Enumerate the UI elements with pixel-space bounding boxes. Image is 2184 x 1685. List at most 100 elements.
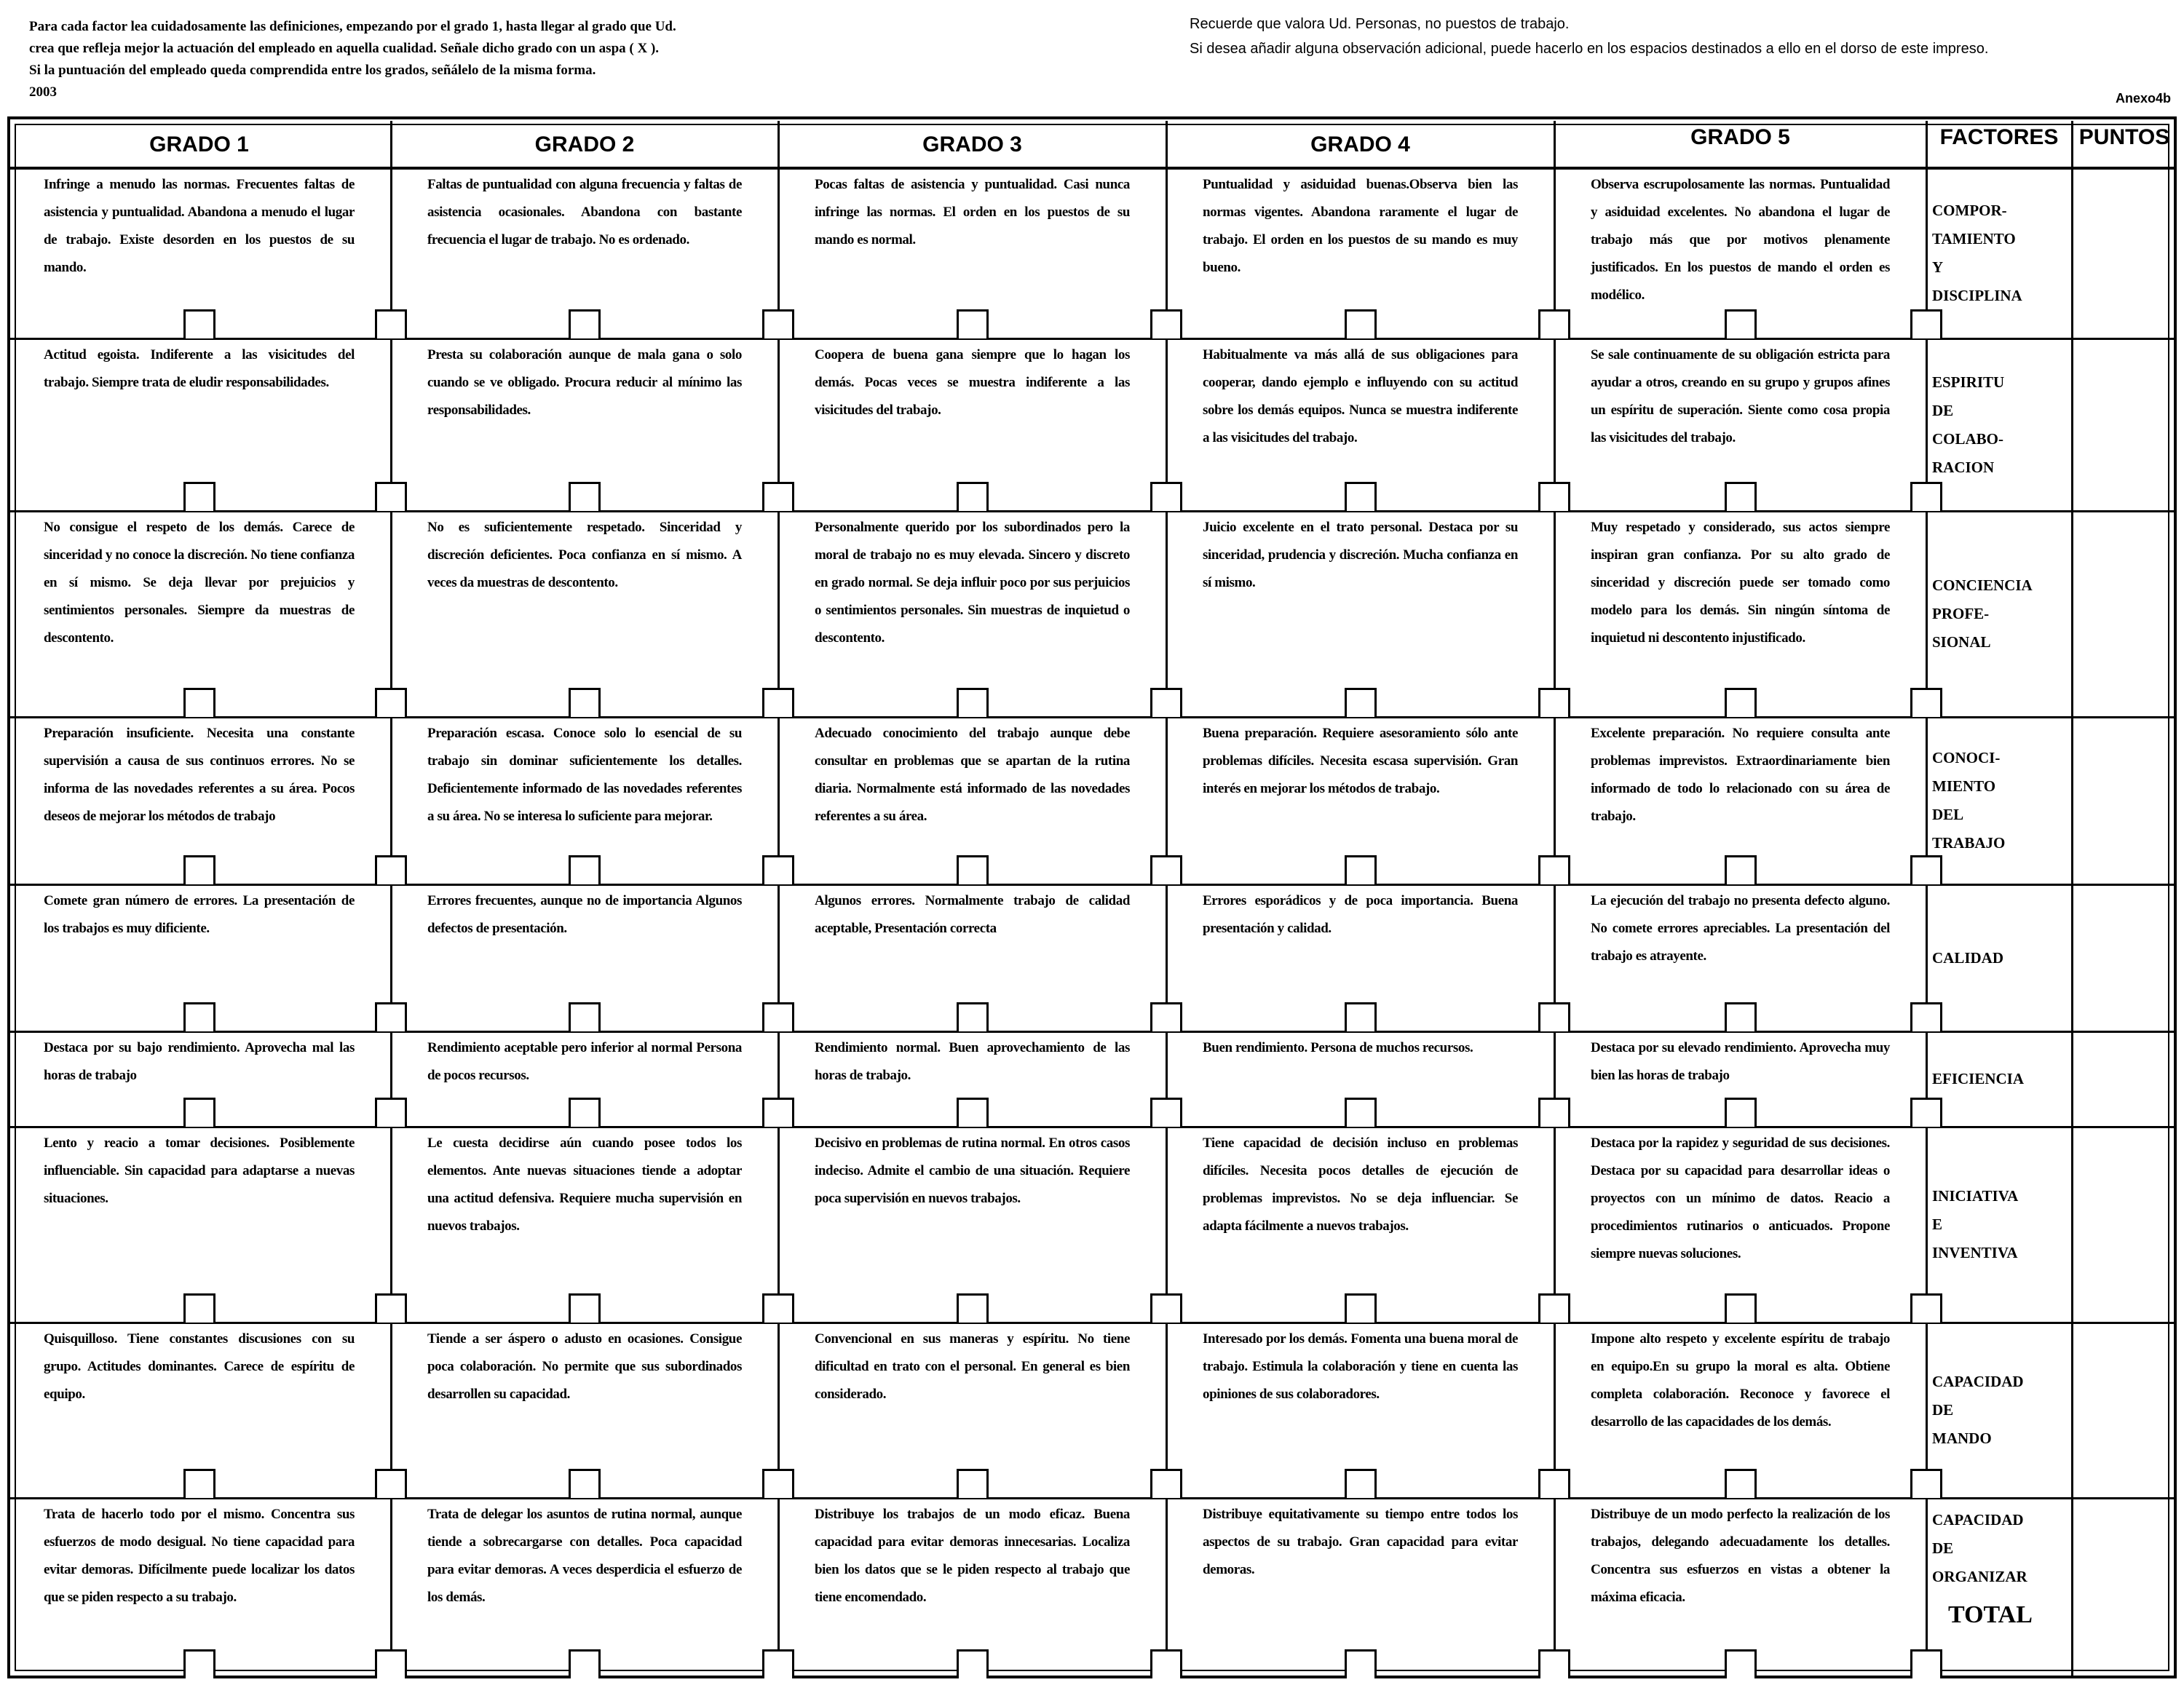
grade-checkbox[interactable] <box>1724 1002 1757 1031</box>
between-grade-checkbox[interactable] <box>1910 855 1942 884</box>
between-grade-checkbox[interactable] <box>375 1098 407 1127</box>
grade-checkbox[interactable] <box>183 1293 215 1323</box>
grade-checkbox[interactable] <box>1344 1098 1377 1127</box>
between-grade-checkbox[interactable] <box>375 1469 407 1498</box>
grade-checkbox[interactable] <box>956 1293 989 1323</box>
grade-checkbox[interactable] <box>569 1293 601 1323</box>
between-grade-checkbox[interactable] <box>1538 309 1570 338</box>
grade-checkbox[interactable] <box>956 1002 989 1031</box>
grade-checkbox[interactable] <box>1344 309 1377 338</box>
grade-checkbox[interactable] <box>183 855 215 884</box>
grade-checkbox[interactable] <box>1344 1293 1377 1323</box>
grade-checkbox[interactable] <box>569 309 601 338</box>
between-grade-checkbox[interactable] <box>762 855 794 884</box>
points-cell[interactable] <box>2072 1498 2177 1678</box>
between-grade-checkbox[interactable] <box>1538 482 1570 511</box>
grade-checkbox[interactable] <box>1344 1469 1377 1498</box>
grade-checkbox[interactable] <box>1724 1098 1757 1127</box>
between-grade-checkbox[interactable] <box>1538 1098 1570 1127</box>
grade-checkbox[interactable] <box>1724 1649 1757 1678</box>
between-grade-checkbox[interactable] <box>1538 688 1570 717</box>
between-grade-checkbox[interactable] <box>375 1649 407 1678</box>
grade-checkbox[interactable] <box>956 309 989 338</box>
points-cell[interactable] <box>2072 717 2177 884</box>
grade-checkbox[interactable] <box>1344 688 1377 717</box>
points-cell[interactable] <box>2072 168 2177 338</box>
grade-checkbox[interactable] <box>569 1469 601 1498</box>
grade-checkbox[interactable] <box>183 482 215 511</box>
between-grade-checkbox[interactable] <box>1910 309 1942 338</box>
between-grade-checkbox[interactable] <box>1538 1002 1570 1031</box>
between-grade-checkbox[interactable] <box>762 309 794 338</box>
between-grade-checkbox[interactable] <box>1910 1293 1942 1323</box>
between-grade-checkbox[interactable] <box>1910 1469 1942 1498</box>
points-cell[interactable] <box>2072 1031 2177 1127</box>
between-grade-checkbox[interactable] <box>1150 855 1182 884</box>
between-grade-checkbox[interactable] <box>375 688 407 717</box>
grade-checkbox[interactable] <box>183 1002 215 1031</box>
grade-checkbox[interactable] <box>956 855 989 884</box>
grade-checkbox[interactable] <box>1344 855 1377 884</box>
grade-checkbox[interactable] <box>1724 309 1757 338</box>
grade-checkbox[interactable] <box>956 1649 989 1678</box>
points-cell[interactable] <box>2072 1127 2177 1323</box>
between-grade-checkbox[interactable] <box>762 1649 794 1678</box>
grade-checkbox[interactable] <box>1344 1649 1377 1678</box>
grade-checkbox[interactable] <box>569 688 601 717</box>
between-grade-checkbox[interactable] <box>1910 1098 1942 1127</box>
between-grade-checkbox[interactable] <box>1538 1293 1570 1323</box>
row-divider <box>10 716 2174 718</box>
between-grade-checkbox[interactable] <box>1538 1469 1570 1498</box>
between-grade-checkbox[interactable] <box>762 1293 794 1323</box>
grade-checkbox[interactable] <box>569 855 601 884</box>
between-grade-checkbox[interactable] <box>375 855 407 884</box>
between-grade-checkbox[interactable] <box>1910 1649 1942 1678</box>
between-grade-checkbox[interactable] <box>1150 1098 1182 1127</box>
between-grade-checkbox[interactable] <box>762 688 794 717</box>
grade-checkbox[interactable] <box>183 1469 215 1498</box>
between-grade-checkbox[interactable] <box>1150 482 1182 511</box>
between-grade-checkbox[interactable] <box>762 482 794 511</box>
between-grade-checkbox[interactable] <box>1538 855 1570 884</box>
grade-checkbox[interactable] <box>1724 482 1757 511</box>
points-cell[interactable] <box>2072 884 2177 1031</box>
between-grade-checkbox[interactable] <box>1150 1293 1182 1323</box>
grade-checkbox[interactable] <box>956 482 989 511</box>
between-grade-checkbox[interactable] <box>1910 482 1942 511</box>
points-cell[interactable] <box>2072 338 2177 511</box>
between-grade-checkbox[interactable] <box>375 1002 407 1031</box>
grade-checkbox[interactable] <box>183 1098 215 1127</box>
between-grade-checkbox[interactable] <box>1150 1469 1182 1498</box>
grade-checkbox[interactable] <box>569 482 601 511</box>
between-grade-checkbox[interactable] <box>762 1469 794 1498</box>
points-cell[interactable] <box>2072 1323 2177 1498</box>
grade-checkbox[interactable] <box>1724 1469 1757 1498</box>
between-grade-checkbox[interactable] <box>375 1293 407 1323</box>
grade-checkbox[interactable] <box>183 309 215 338</box>
between-grade-checkbox[interactable] <box>1150 1649 1182 1678</box>
grade-checkbox[interactable] <box>1724 855 1757 884</box>
grade-checkbox[interactable] <box>569 1649 601 1678</box>
grade-checkbox[interactable] <box>956 1098 989 1127</box>
grade-checkbox[interactable] <box>956 688 989 717</box>
between-grade-checkbox[interactable] <box>1910 1002 1942 1031</box>
between-grade-checkbox[interactable] <box>1150 309 1182 338</box>
between-grade-checkbox[interactable] <box>1150 1002 1182 1031</box>
between-grade-checkbox[interactable] <box>375 309 407 338</box>
between-grade-checkbox[interactable] <box>1910 688 1942 717</box>
between-grade-checkbox[interactable] <box>762 1098 794 1127</box>
grade-checkbox[interactable] <box>569 1098 601 1127</box>
grade-checkbox[interactable] <box>1724 1293 1757 1323</box>
grade-checkbox[interactable] <box>569 1002 601 1031</box>
grade-checkbox[interactable] <box>1724 688 1757 717</box>
grade-checkbox[interactable] <box>183 688 215 717</box>
grade-checkbox[interactable] <box>183 1649 215 1678</box>
between-grade-checkbox[interactable] <box>375 482 407 511</box>
between-grade-checkbox[interactable] <box>1150 688 1182 717</box>
grade-checkbox[interactable] <box>956 1469 989 1498</box>
between-grade-checkbox[interactable] <box>762 1002 794 1031</box>
points-cell[interactable] <box>2072 511 2177 717</box>
grade-checkbox[interactable] <box>1344 482 1377 511</box>
between-grade-checkbox[interactable] <box>1538 1649 1570 1678</box>
grade-checkbox[interactable] <box>1344 1002 1377 1031</box>
